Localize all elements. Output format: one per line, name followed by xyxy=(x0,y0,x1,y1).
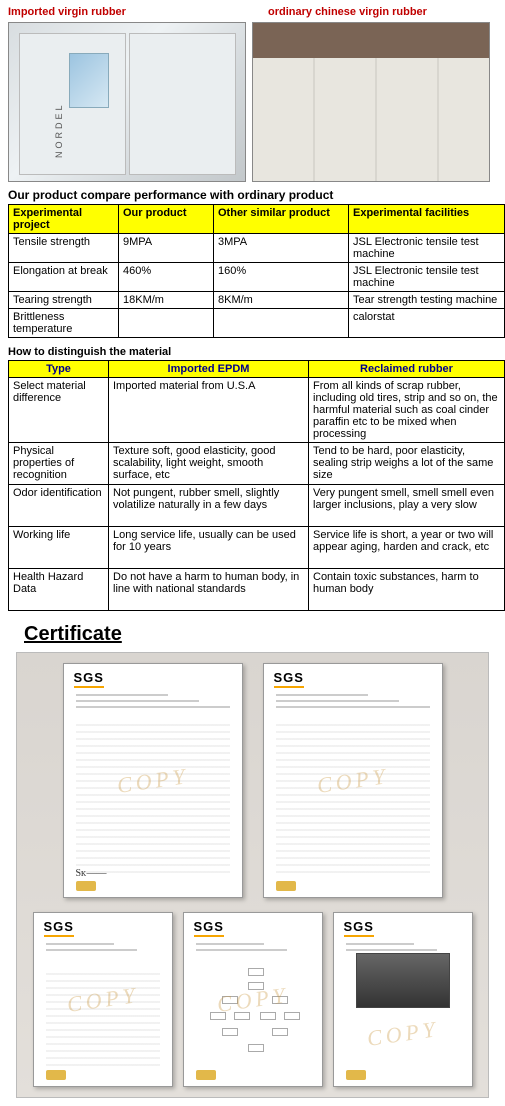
doc-body-icon xyxy=(76,724,230,877)
table-header-row: Type Imported EPDM Reclaimed rubber xyxy=(9,361,505,378)
td: 18KM/m xyxy=(119,292,214,309)
table-header-row: Experimental project Our product Other s… xyxy=(9,205,505,234)
td: 8KM/m xyxy=(214,292,349,309)
td: Very pungent smell, smell smell even lar… xyxy=(309,485,505,527)
td: Tend to be hard, poor elasticity, sealin… xyxy=(309,443,505,485)
sgs-logo: SGS xyxy=(44,919,74,937)
td: Working life xyxy=(9,527,109,569)
certificate-row: SGS COPY SGS COPY xyxy=(27,912,478,1087)
td: Elongation at break xyxy=(9,263,119,292)
photo-imported-rubber: NORDEL NORDEL xyxy=(8,22,246,182)
cert-photo-icon xyxy=(356,953,450,1008)
td xyxy=(214,309,349,338)
section-title-compare: Our product compare performance with ord… xyxy=(4,186,501,204)
td: Imported material from U.S.A xyxy=(109,378,309,443)
certificate-image: SGS COPY xyxy=(333,912,473,1087)
td: Odor identification xyxy=(9,485,109,527)
copy-watermark: COPY xyxy=(365,1016,440,1052)
table-row: Select material difference Imported mate… xyxy=(9,378,505,443)
td: calorstat xyxy=(349,309,505,338)
brand-text: NORDEL xyxy=(54,102,64,158)
photo-ordinary-rubber xyxy=(252,22,490,182)
td: Service life is short, a year or two wil… xyxy=(309,527,505,569)
th: Experimental facilities xyxy=(349,205,505,234)
table-row: Working life Long service life, usually … xyxy=(9,527,505,569)
td: Tear strength testing machine xyxy=(349,292,505,309)
td: Contain toxic substances, harm to human … xyxy=(309,569,505,611)
th: Reclaimed rubber xyxy=(309,361,505,378)
td: 3MPA xyxy=(214,234,349,263)
td: 460% xyxy=(119,263,214,292)
table-row: Tensile strength 9MPA 3MPA JSL Electroni… xyxy=(9,234,505,263)
td: Not pungent, rubber smell, slightly vola… xyxy=(109,485,309,527)
brand-text: NORDEL xyxy=(164,102,174,158)
signature-icon: Sᴋ—— xyxy=(76,868,107,879)
td: Texture soft, good elasticity, good scal… xyxy=(109,443,309,485)
table-row: Odor identification Not pungent, rubber … xyxy=(9,485,505,527)
td: Brittleness temperature xyxy=(9,309,119,338)
td: Select material difference xyxy=(9,378,109,443)
certificate-heading: Certificate xyxy=(4,617,501,652)
table-row: Tearing strength 18KM/m 8KM/m Tear stren… xyxy=(9,292,505,309)
td: JSL Electronic tensile test machine xyxy=(349,263,505,292)
certificate-image: SGS COPY xyxy=(33,912,173,1087)
stamp-icon xyxy=(346,1070,366,1080)
comparison-photo-labels: Imported virgin rubber ordinary chinese … xyxy=(4,4,501,20)
th: Imported EPDM xyxy=(109,361,309,378)
doc-body-icon xyxy=(276,724,430,877)
certificate-image: SGS COPY Sᴋ—— xyxy=(63,663,243,898)
stamp-icon xyxy=(196,1070,216,1080)
stamp-icon xyxy=(46,1070,66,1080)
certificate-image: SGS COPY xyxy=(183,912,323,1087)
sgs-logo: SGS xyxy=(194,919,224,937)
doc-lines-icon xyxy=(276,694,430,712)
table-row: Elongation at break 460% 160% JSL Electr… xyxy=(9,263,505,292)
td: Do not have a harm to human body, in lin… xyxy=(109,569,309,611)
th: Our product xyxy=(119,205,214,234)
td: 160% xyxy=(214,263,349,292)
label-imported: Imported virgin rubber xyxy=(4,4,264,20)
table-row: Physical properties of recognition Textu… xyxy=(9,443,505,485)
stamp-icon xyxy=(76,881,96,891)
doc-lines-icon xyxy=(46,943,160,955)
th: Type xyxy=(9,361,109,378)
td: From all kinds of scrap rubber, includin… xyxy=(309,378,505,443)
table-row: Health Hazard Data Do not have a harm to… xyxy=(9,569,505,611)
section-title-distinguish: How to distinguish the material xyxy=(4,344,501,360)
package-label-icon xyxy=(69,53,109,108)
label-ordinary: ordinary chinese virgin rubber xyxy=(264,4,431,20)
td: JSL Electronic tensile test machine xyxy=(349,234,505,263)
td: Health Hazard Data xyxy=(9,569,109,611)
doc-lines-icon xyxy=(196,943,310,955)
td xyxy=(119,309,214,338)
sgs-logo: SGS xyxy=(344,919,374,937)
td: Tensile strength xyxy=(9,234,119,263)
certificate-gallery: SGS COPY Sᴋ—— SGS COPY SGS COPY SGS xyxy=(16,652,489,1098)
table-row: Brittleness temperature calorstat xyxy=(9,309,505,338)
doc-lines-icon xyxy=(76,694,230,712)
sgs-logo: SGS xyxy=(274,670,304,688)
certificate-row: SGS COPY Sᴋ—— SGS COPY xyxy=(27,663,478,898)
th: Experimental project xyxy=(9,205,119,234)
td: Physical properties of recognition xyxy=(9,443,109,485)
stamp-icon xyxy=(276,881,296,891)
certificate-image: SGS COPY xyxy=(263,663,443,898)
td: Tearing strength xyxy=(9,292,119,309)
distinguish-table: Type Imported EPDM Reclaimed rubber Sele… xyxy=(8,360,505,611)
td: Long service life, usually can be used f… xyxy=(109,527,309,569)
comparison-photo-row: NORDEL NORDEL xyxy=(4,20,501,186)
th: Other similar product xyxy=(214,205,349,234)
package-label-icon xyxy=(179,48,219,103)
performance-table: Experimental project Our product Other s… xyxy=(8,204,505,338)
td: 9MPA xyxy=(119,234,214,263)
sgs-logo: SGS xyxy=(74,670,104,688)
